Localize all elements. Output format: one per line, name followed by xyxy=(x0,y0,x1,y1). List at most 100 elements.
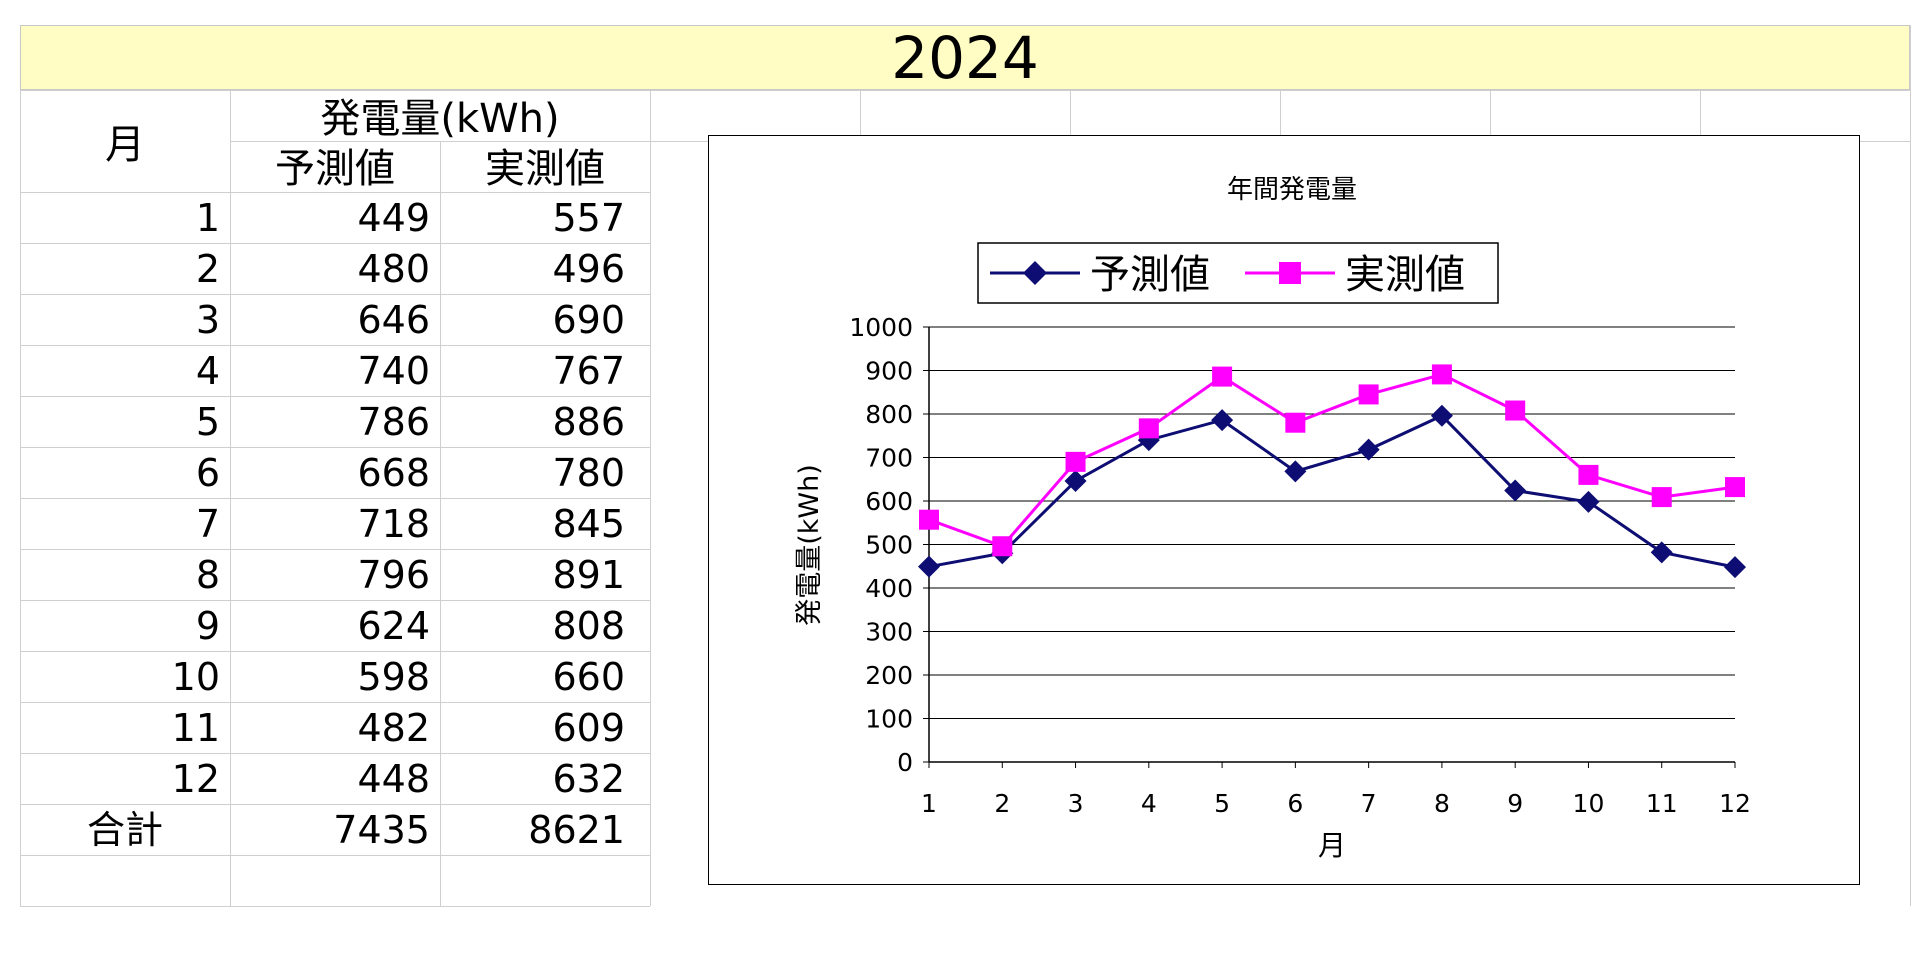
predicted-cell[interactable]: 668 xyxy=(357,451,430,495)
actual-cell[interactable]: 609 xyxy=(552,706,625,750)
legend-label: 実測値 xyxy=(1345,252,1465,298)
actual-cell[interactable]: 845 xyxy=(552,502,625,546)
y-tick-label: 300 xyxy=(865,618,913,647)
total-predicted: 7435 xyxy=(333,808,430,852)
y-tick-label: 500 xyxy=(865,531,913,560)
chart-title: 年間発電量 xyxy=(1227,175,1357,205)
data-point-actual xyxy=(1505,400,1526,421)
actual-cell[interactable]: 660 xyxy=(552,655,625,699)
grid-column-line xyxy=(440,141,441,906)
grid-row-line xyxy=(20,447,650,448)
x-tick-label: 5 xyxy=(1214,789,1230,818)
actual-cell[interactable]: 632 xyxy=(552,757,625,801)
x-tick-label: 6 xyxy=(1287,789,1303,818)
data-point-actual xyxy=(1651,487,1672,508)
x-tick-label: 8 xyxy=(1434,789,1450,818)
month-cell[interactable]: 12 xyxy=(171,757,220,801)
x-tick-label: 4 xyxy=(1141,789,1157,818)
grid-row-line xyxy=(20,906,650,907)
grid-column-line xyxy=(1280,90,1281,141)
predicted-cell[interactable]: 598 xyxy=(357,655,430,699)
legend-marker xyxy=(1279,262,1301,284)
data-point-predicted xyxy=(1724,556,1746,579)
month-cell[interactable]: 6 xyxy=(195,451,220,495)
month-cell[interactable]: 1 xyxy=(195,196,220,240)
month-cell[interactable]: 4 xyxy=(195,349,220,393)
y-tick-label: 900 xyxy=(865,357,913,386)
y-tick-label: 0 xyxy=(897,748,913,777)
data-point-predicted xyxy=(1284,460,1307,483)
grid-row-line xyxy=(20,600,650,601)
month-cell[interactable]: 9 xyxy=(195,604,220,648)
predicted-cell[interactable]: 449 xyxy=(357,196,430,240)
legend-label: 予測値 xyxy=(1090,252,1210,298)
y-tick-label: 100 xyxy=(865,705,913,734)
month-cell[interactable]: 3 xyxy=(195,298,220,342)
y-tick-label: 800 xyxy=(865,400,913,429)
grid-row-line xyxy=(20,90,1910,91)
year-title-cell[interactable]: 2024 xyxy=(20,25,1910,90)
predicted-cell[interactable]: 480 xyxy=(357,247,430,291)
legend-marker xyxy=(1023,261,1047,285)
x-tick-label: 7 xyxy=(1361,789,1377,818)
x-tick-label: 10 xyxy=(1573,789,1605,818)
grid-row-line xyxy=(20,498,650,499)
predicted-cell[interactable]: 624 xyxy=(357,604,430,648)
actual-cell[interactable]: 886 xyxy=(552,400,625,444)
actual-cell[interactable]: 557 xyxy=(552,196,625,240)
predicted-cell[interactable]: 646 xyxy=(357,298,430,342)
data-point-predicted xyxy=(1211,409,1234,432)
total-label: 合計 xyxy=(86,808,163,852)
grid-column-line xyxy=(1910,25,1911,906)
grid-column-line xyxy=(1700,90,1701,141)
month-cell[interactable]: 7 xyxy=(195,502,220,546)
data-point-actual xyxy=(1725,477,1745,498)
grid-column-line xyxy=(1490,90,1491,141)
actual-header: 実測値 xyxy=(485,146,605,192)
y-tick-label: 400 xyxy=(865,574,913,603)
actual-cell[interactable]: 496 xyxy=(552,247,625,291)
data-point-actual xyxy=(1285,412,1306,433)
data-point-actual xyxy=(1358,384,1379,405)
x-tick-label: 11 xyxy=(1646,789,1678,818)
generation-header: 発電量(kWh) xyxy=(320,95,560,142)
total-actual: 8621 xyxy=(528,808,625,852)
actual-cell[interactable]: 891 xyxy=(552,553,625,597)
month-cell[interactable]: 2 xyxy=(195,247,220,291)
y-tick-label: 700 xyxy=(865,444,913,473)
predicted-cell[interactable]: 796 xyxy=(357,553,430,597)
grid-row-line xyxy=(20,192,650,193)
predicted-cell[interactable]: 740 xyxy=(357,349,430,393)
series-line-predicted xyxy=(928,413,1736,569)
predicted-cell[interactable]: 786 xyxy=(357,400,430,444)
predicted-cell[interactable]: 482 xyxy=(357,706,430,750)
grid-row-line xyxy=(20,243,650,244)
grid-row-line xyxy=(20,294,650,295)
month-cell[interactable]: 11 xyxy=(171,706,220,750)
data-point-actual xyxy=(1065,451,1086,472)
x-tick-label: 9 xyxy=(1507,789,1523,818)
month-cell[interactable]: 10 xyxy=(171,655,220,699)
x-tick-label: 2 xyxy=(994,789,1010,818)
grid-row-line xyxy=(20,804,650,805)
grid-row-line xyxy=(20,651,650,652)
y-tick-label: 600 xyxy=(865,487,913,516)
actual-cell[interactable]: 780 xyxy=(552,451,625,495)
month-cell[interactable]: 5 xyxy=(195,400,220,444)
predicted-cell[interactable]: 448 xyxy=(357,757,430,801)
predicted-header: 予測値 xyxy=(275,146,395,192)
actual-cell[interactable]: 808 xyxy=(552,604,625,648)
grid-row-line xyxy=(20,855,650,856)
predicted-cell[interactable]: 718 xyxy=(357,502,430,546)
actual-cell[interactable]: 690 xyxy=(552,298,625,342)
grid-row-line xyxy=(20,753,650,754)
data-point-actual xyxy=(1138,418,1159,439)
x-tick-label: 12 xyxy=(1719,789,1751,818)
actual-cell[interactable]: 767 xyxy=(552,349,625,393)
data-point-predicted xyxy=(1357,438,1380,461)
x-tick-label: 3 xyxy=(1068,789,1084,818)
month-cell[interactable]: 8 xyxy=(195,553,220,597)
data-point-actual xyxy=(1212,366,1233,387)
